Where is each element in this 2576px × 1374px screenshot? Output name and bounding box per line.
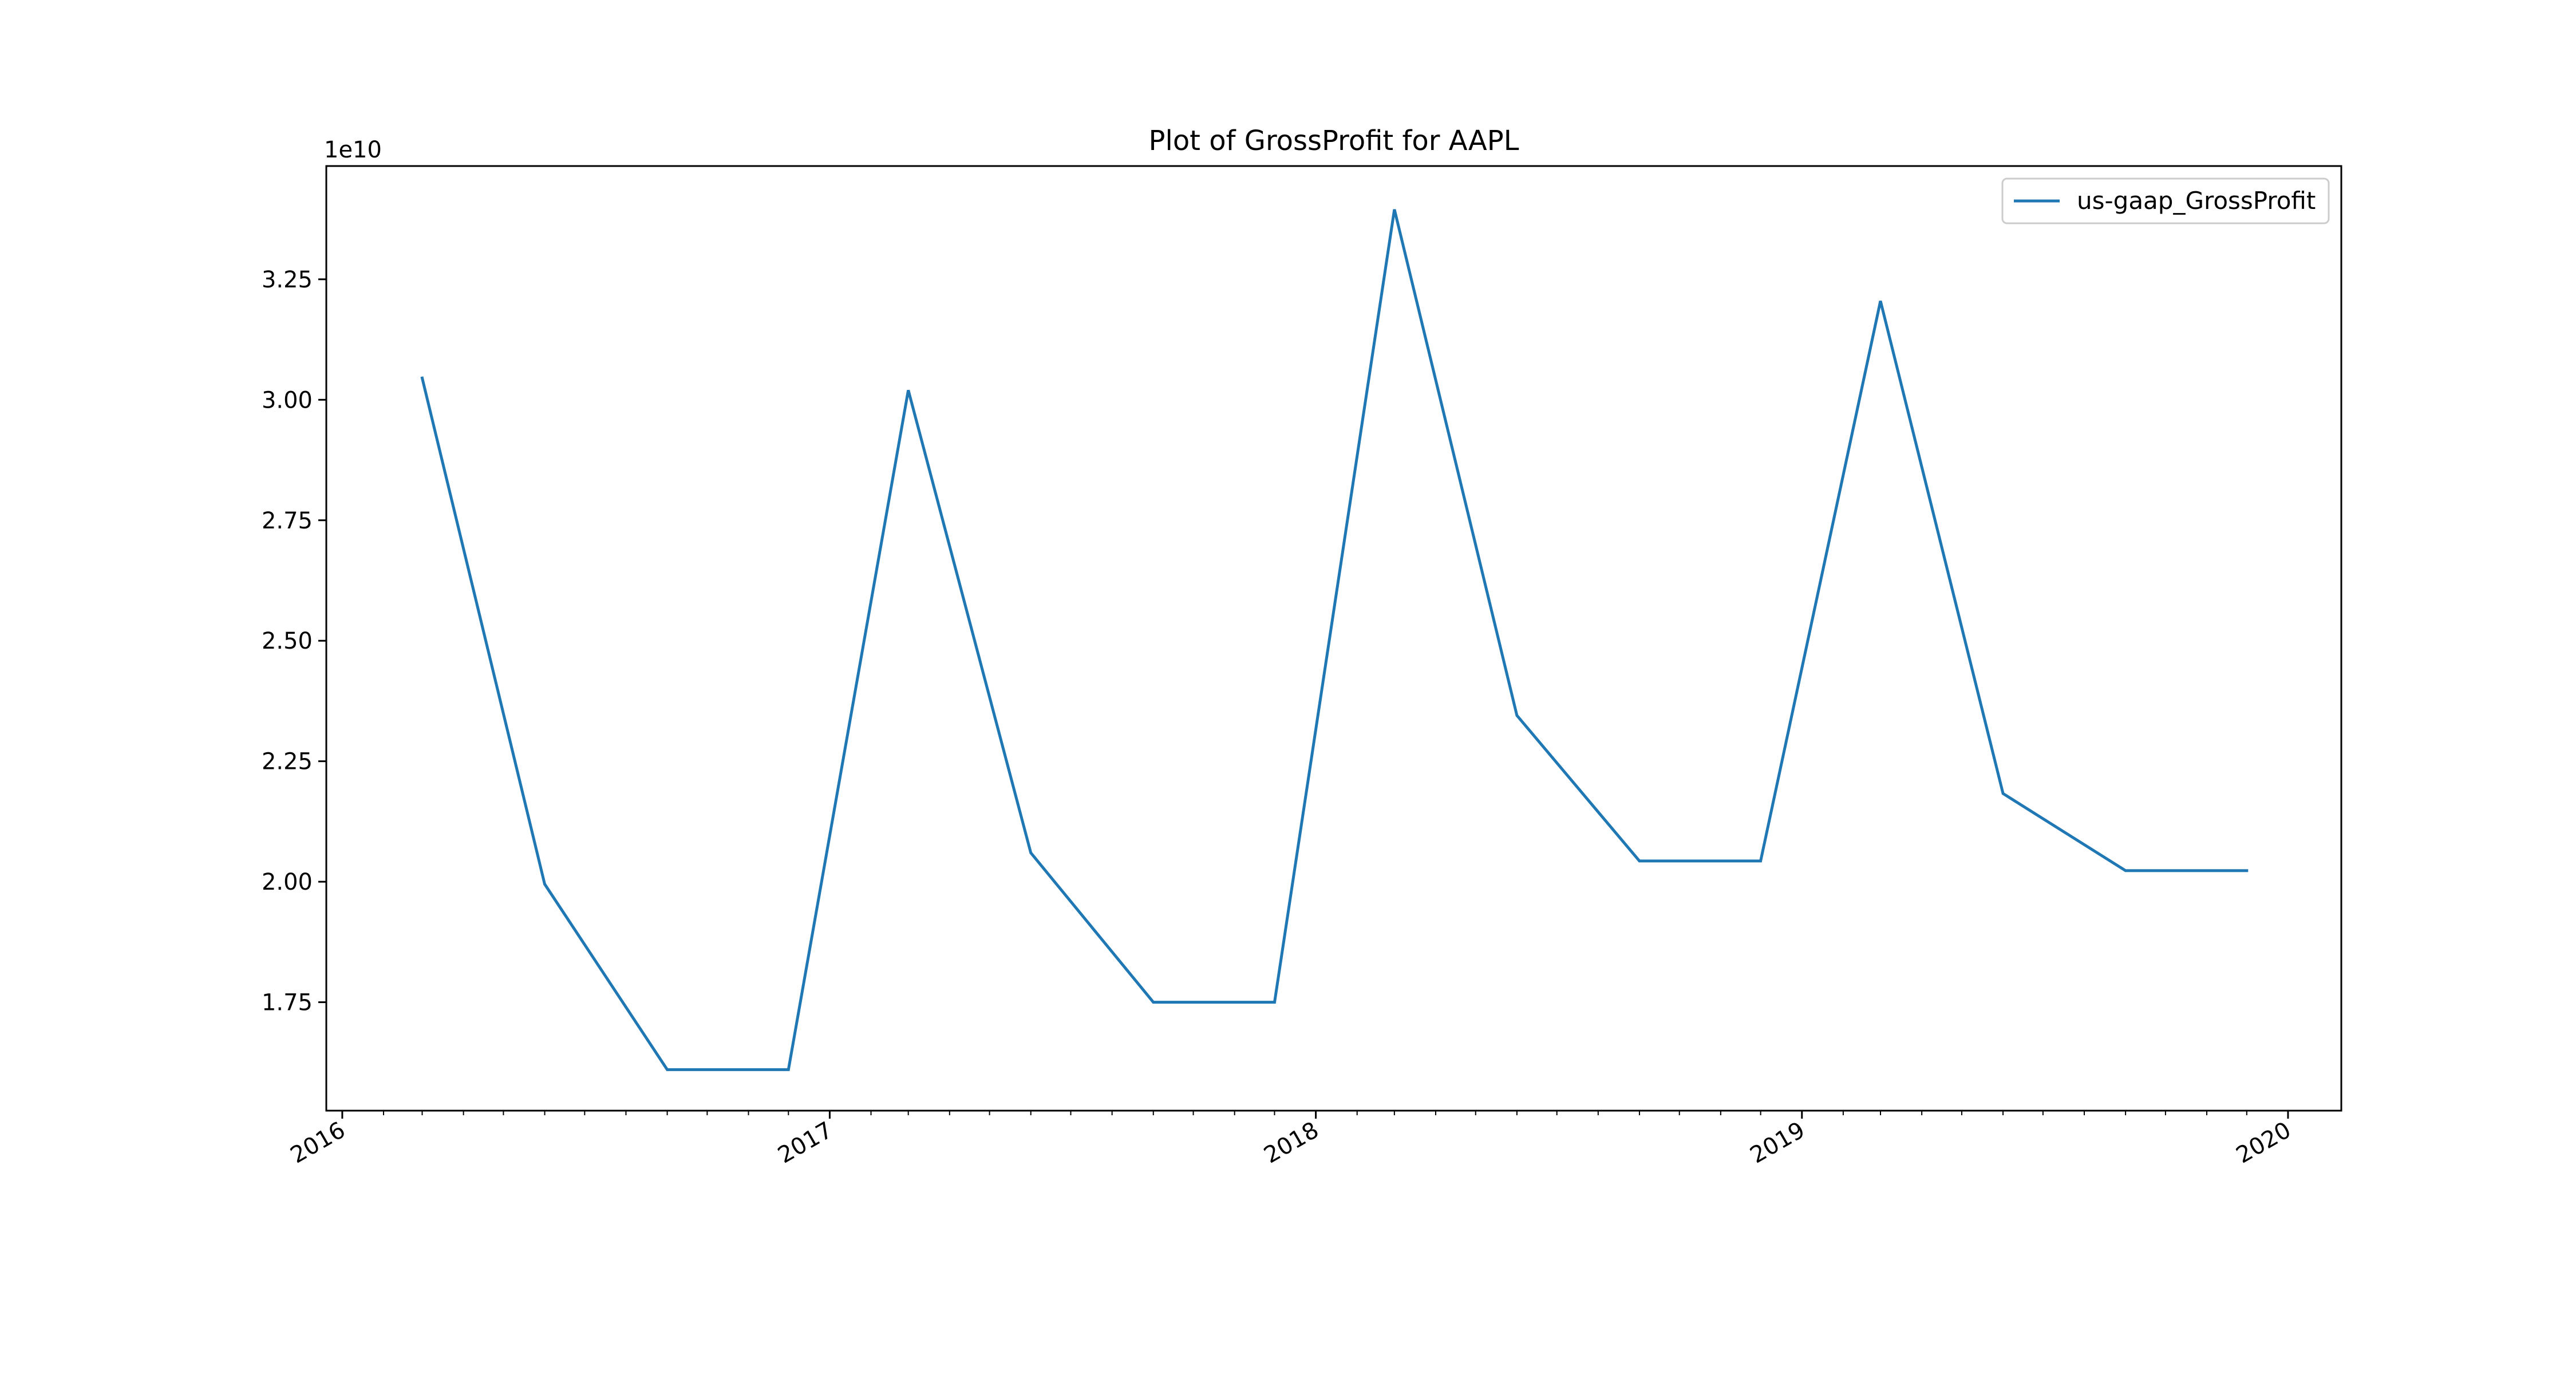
y-axis: 1.75 2.00 2.25 2.50 2.75 3.00 3.25 (262, 267, 326, 1016)
y-tick-label: 2.00 (262, 869, 313, 895)
y-tick-label: 3.25 (262, 267, 313, 293)
legend-box (2001, 177, 2330, 224)
y-tick-label: 2.25 (262, 749, 313, 775)
y-axis-offset-label: 1e10 (324, 137, 382, 163)
series-line (420, 209, 2249, 1071)
y-tick-label: 2.50 (262, 628, 313, 654)
x-axis: 2016 2017 2018 2019 2020 (286, 1111, 2296, 1169)
y-tick-label: 2.75 (262, 508, 313, 534)
y-tick-label: 1.75 (262, 990, 313, 1016)
legend: us-gaap_GrossProfit (2001, 177, 2330, 224)
plot-area-frame (325, 165, 2342, 1112)
series-layer (420, 209, 2249, 1071)
x-tick-label: 2020 (2232, 1117, 2296, 1169)
x-tick-label: 2018 (1259, 1117, 1323, 1169)
x-tick-label: 2017 (773, 1117, 837, 1169)
y-tick-label: 3.00 (262, 387, 313, 413)
legend-entry-label: us-gaap_GrossProfit (2077, 187, 2316, 215)
chart-title: Plot of GrossProfit for AAPL (1149, 125, 1519, 157)
x-tick-label: 2016 (286, 1117, 350, 1169)
x-tick-label: 2019 (1746, 1117, 1809, 1169)
